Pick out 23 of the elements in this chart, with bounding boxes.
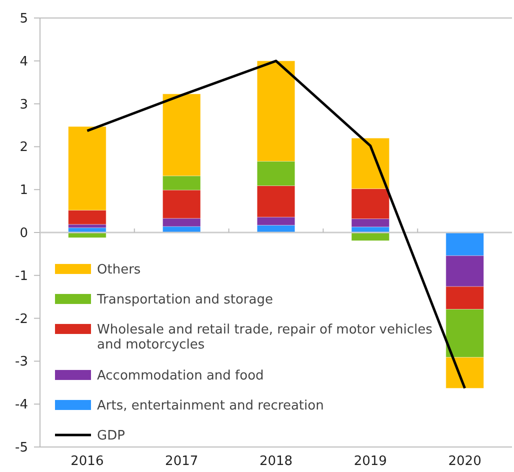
x-tick-label: 2018: [259, 454, 293, 469]
x-tick-label: 2020: [448, 454, 482, 469]
x-tick-label: 2016: [70, 454, 104, 469]
y-tick-label: 0: [20, 226, 28, 241]
x-tick-label: 2017: [165, 454, 198, 469]
y-tick-label: -3: [15, 354, 28, 370]
legend-label: GDP: [97, 428, 126, 444]
legend-label: Others: [97, 262, 141, 278]
legend-label: Accommodation and food: [97, 368, 264, 384]
y-tick-label: 2: [20, 140, 28, 156]
y-tick-label: -2: [15, 312, 28, 327]
line-series: [86, 60, 466, 390]
legend-label: Transportation and storage: [96, 292, 273, 308]
legend-label: Arts, entertainment and recreation: [97, 398, 324, 414]
y-tick-label: -4: [15, 398, 28, 413]
y-tick-label: -5: [15, 440, 28, 456]
legend-label: Wholesale and retail trade, repair of motor vehicles and motorcycles: [97, 322, 433, 352]
y-tick-label: -1: [15, 268, 28, 284]
y-tick-label: 3: [20, 97, 28, 112]
x-tick-label: 2019: [354, 454, 387, 469]
y-tick-label: 5: [20, 12, 28, 26]
y-tick-label: 4: [20, 54, 28, 70]
y-tick-label: 1: [20, 183, 28, 198]
